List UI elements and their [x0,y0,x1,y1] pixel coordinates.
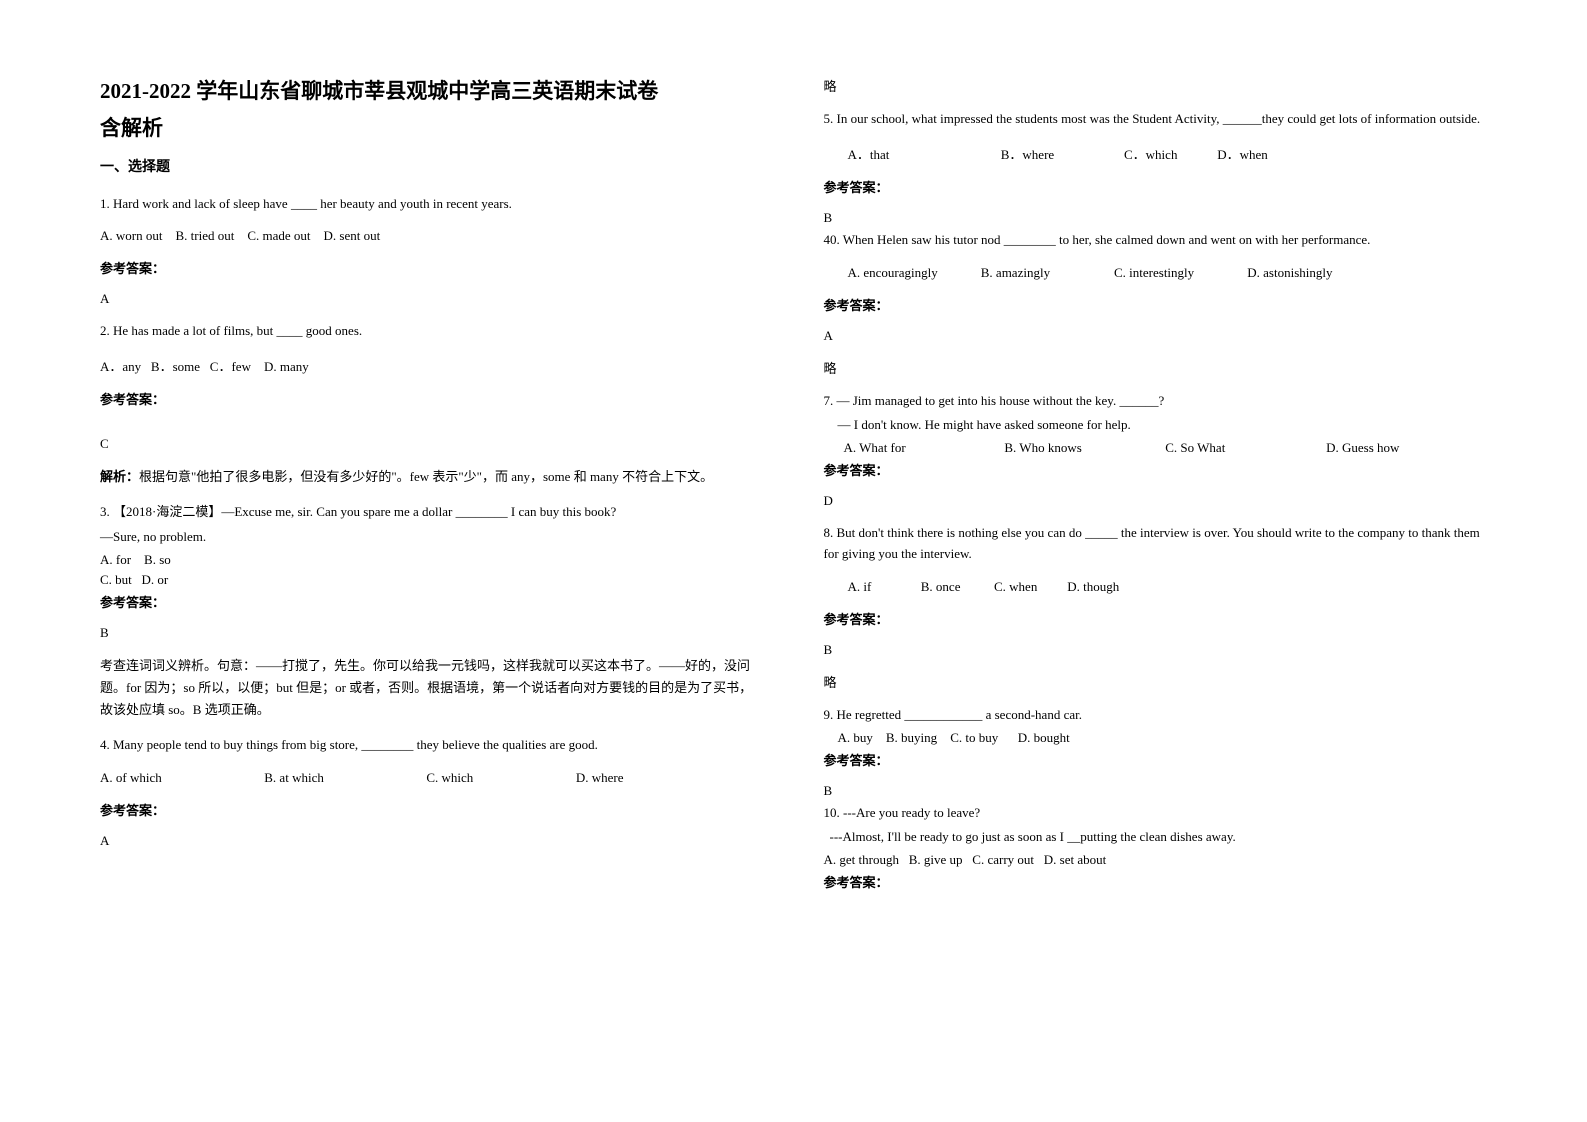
question-7-options: A. What for B. Who knows C. So What D. G… [824,440,1488,456]
answer-label: 参考答案： [100,800,764,819]
question-5: 5. In our school, what impressed the stu… [824,109,1488,130]
q4-opt-d: D. where [576,770,624,786]
q9-opt-c: C. to buy [950,730,998,745]
question-3-line2: —Sure, no problem. [100,527,764,548]
question-3-options-1: A. for B. so [100,552,764,568]
q8-answer: B [824,642,1488,658]
question-3: 3. 【2018·海淀二模】—Excuse me, sir. Can you s… [100,502,764,523]
q6-opt-c: C. interestingly [1114,265,1244,281]
question-10-line2: ---Almost, I'll be ready to go just as s… [824,827,1488,848]
question-8-options: A. if B. once C. when D. though [824,579,1488,595]
question-10-line1: 10. ---Are you ready to leave? [824,803,1488,824]
q8-opt-a: A. if [848,579,918,595]
question-1: 1. Hard work and lack of sleep have ____… [100,194,764,215]
q10-opt-b: B. give up [909,852,963,867]
answer-label: 参考答案： [824,460,1488,479]
question-6: 40. When Helen saw his tutor nod _______… [824,230,1488,251]
q6-opt-d: D. astonishingly [1247,265,1332,280]
question-8: 8. But don't think there is nothing else… [824,523,1488,565]
brief: 略 [824,358,1488,377]
question-10-options: A. get through B. give up C. carry out D… [824,852,1488,868]
q6-answer: A [824,328,1488,344]
q2-opt-c: C．few [210,359,251,374]
q7-answer: D [824,493,1488,509]
question-4: 4. Many people tend to buy things from b… [100,735,764,756]
q5-answer: B [824,210,1488,226]
page-container: 2021-2022 学年山东省聊城市莘县观城中学高三英语期末试卷 含解析 一、选… [0,0,1587,1122]
answer-label: 参考答案： [824,177,1488,196]
question-4-options: A. of which B. at which C. which D. wher… [100,770,764,786]
q1-opt-c: C. made out [247,228,310,243]
answer-label: 参考答案： [100,389,764,408]
right-column: 略 5. In our school, what impressed the s… [824,76,1488,1082]
brief: 略 [824,76,1488,95]
q8-opt-d: D. though [1067,579,1119,594]
q8-opt-c: C. when [994,579,1064,595]
q10-opt-a: A. get through [824,852,899,867]
q7-opt-b: B. Who knows [1004,440,1165,456]
answer-label: 参考答案： [824,609,1488,628]
q5-opt-a: A．that [848,144,998,163]
explanation-label: 解析： [100,469,139,484]
q2-answer: C [100,436,764,452]
q7-opt-d: D. Guess how [1326,440,1487,456]
q9-opt-d: D. bought [1018,730,1070,745]
q5-opt-d: D．when [1217,147,1268,162]
q3-explanation: 考查连词词义辨析。句意：——打搅了，先生。你可以给我一元钱吗，这样我就可以买这本… [100,655,764,721]
q4-opt-c: C. which [426,770,473,786]
section-header: 一、选择题 [100,156,764,176]
question-5-options: A．that B．where C．which D．when [824,144,1488,163]
question-9-options: A. buy B. buying C. to buy D. bought [824,730,1488,746]
q7-opt-c: C. So What [1165,440,1326,456]
q4-answer: A [100,833,764,849]
q3-opt-d: D. or [142,572,169,587]
q6-opt-b: B. amazingly [981,265,1111,281]
answer-label: 参考答案： [100,592,764,611]
q4-opt-a: A. of which [100,770,162,786]
question-9: 9. He regretted ____________ a second-ha… [824,705,1488,726]
q2-explanation: 解析：根据句意"他拍了很多电影，但没有多少好的"。few 表示"少"，而 any… [100,466,764,488]
page-subtitle: 含解析 [100,112,764,142]
q3-opt-b: B. so [144,552,171,567]
q3-opt-a: A. for [100,552,131,567]
q7-opt-a: A. What for [824,440,1005,456]
q1-answer: A [100,291,764,307]
question-7-line1: 7. — Jim managed to get into his house w… [824,391,1488,412]
q1-opt-d: D. sent out [324,228,381,243]
answer-label: 参考答案： [824,295,1488,314]
question-1-options: A. worn out B. tried out C. made out D. … [100,228,764,244]
answer-label: 参考答案： [824,750,1488,769]
q1-opt-b: B. tried out [175,228,234,243]
q2-opt-d: D. many [264,359,309,374]
brief: 略 [824,672,1488,691]
left-column: 2021-2022 学年山东省聊城市莘县观城中学高三英语期末试卷 含解析 一、选… [100,76,764,1082]
question-3-options-2: C. but D. or [100,572,764,588]
q5-opt-c: C．which [1124,144,1214,163]
q5-text: 5. In our school, what impressed the stu… [824,111,1481,126]
question-6-options: A. encouragingly B. amazingly C. interes… [824,265,1488,281]
page-title: 2021-2022 学年山东省聊城市莘县观城中学高三英语期末试卷 [100,76,764,108]
question-2-options: A．any B．some C．few D. many [100,356,764,375]
q10-opt-c: C. carry out [972,852,1034,867]
q1-opt-a: A. worn out [100,228,162,243]
q2-opt-b: B．some [151,359,200,374]
q8-opt-b: B. once [921,579,991,595]
q6-opt-a: A. encouragingly [848,265,978,281]
q2-explanation-text: 根据句意"他拍了很多电影，但没有多少好的"。few 表示"少"，而 any，so… [139,469,713,484]
q9-answer: B [824,783,1488,799]
q10-opt-d: D. set about [1044,852,1106,867]
q2-opt-a: A．any [100,359,141,374]
question-7-line2: — I don't know. He might have asked some… [824,415,1488,436]
q9-opt-a: A. buy [838,730,873,745]
q3-opt-c: C. but [100,572,132,587]
q4-opt-b: B. at which [264,770,324,786]
answer-label: 参考答案： [824,872,1488,891]
q5-opt-b: B．where [1001,144,1121,163]
q3-answer: B [100,625,764,641]
q9-opt-b: B. buying [886,730,937,745]
answer-label: 参考答案： [100,258,764,277]
question-2: 2. He has made a lot of films, but ____ … [100,321,764,342]
